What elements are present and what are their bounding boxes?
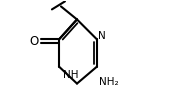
Text: NH: NH — [63, 70, 78, 80]
Text: NH₂: NH₂ — [99, 77, 119, 87]
Text: O: O — [30, 35, 39, 48]
Text: N: N — [98, 32, 106, 42]
